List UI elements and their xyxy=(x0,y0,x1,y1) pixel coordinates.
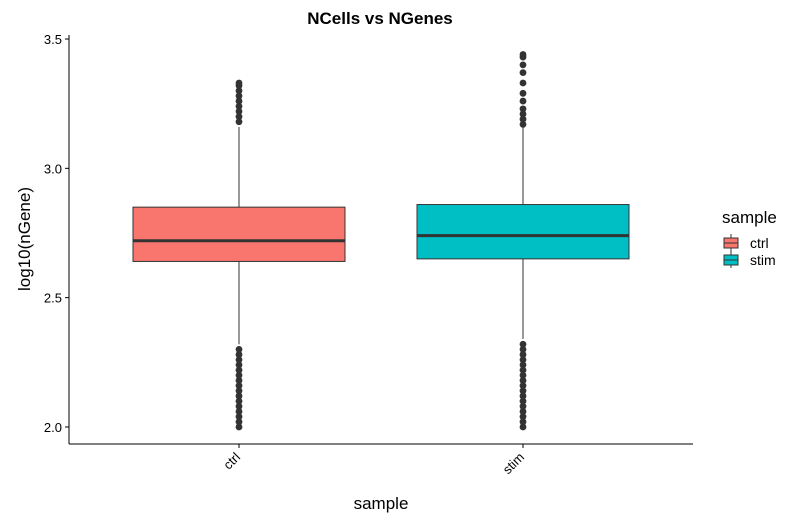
outlier-point xyxy=(519,413,527,421)
outlier-point xyxy=(519,418,527,426)
outlier-point xyxy=(519,120,527,128)
outlier-point xyxy=(235,371,243,379)
outlier-point xyxy=(235,377,243,384)
outlier-point xyxy=(235,387,243,395)
outlier-point xyxy=(235,113,243,120)
box-body xyxy=(416,204,630,260)
outlier-point xyxy=(519,366,527,374)
outlier-point xyxy=(519,402,527,410)
outlier-point xyxy=(235,351,243,358)
outlier-point xyxy=(235,108,243,115)
outlier-point xyxy=(519,387,527,395)
outlier-point xyxy=(519,377,527,384)
outlier-point xyxy=(235,118,243,126)
legend-item-ctrl: ctrl xyxy=(723,234,769,251)
outlier-point xyxy=(235,92,243,100)
outlier-point xyxy=(235,346,243,353)
y-tick-label: 3.5 xyxy=(44,32,62,47)
plot-area xyxy=(132,51,630,431)
y-tick-label: 2.5 xyxy=(44,291,62,306)
legend-item-stim: stim xyxy=(723,251,776,268)
outlier-point xyxy=(519,51,527,58)
outlier-point xyxy=(519,397,527,405)
outlier-point xyxy=(235,361,243,369)
x-axis-label: sample xyxy=(354,494,409,513)
legend-title: sample xyxy=(722,208,777,227)
outlier-point xyxy=(519,110,527,118)
legend-label: ctrl xyxy=(750,235,769,251)
outlier-point xyxy=(235,423,243,431)
chart-title: NCells vs NGenes xyxy=(307,9,453,28)
x-tick-label: stim xyxy=(500,450,527,477)
outlier-point xyxy=(519,382,527,390)
outlier-point xyxy=(519,356,527,364)
outlier-point xyxy=(235,79,243,87)
outlier-point xyxy=(235,97,243,105)
outlier-point xyxy=(235,397,243,405)
outlier-point xyxy=(235,356,243,364)
outlier-point xyxy=(519,89,527,97)
outlier-point xyxy=(235,418,243,426)
outlier-point xyxy=(235,87,243,95)
outlier-point xyxy=(519,423,527,431)
outlier-point xyxy=(519,361,527,369)
outlier-point xyxy=(235,382,243,390)
outlier-point xyxy=(519,61,527,69)
outlier-point xyxy=(235,392,243,400)
box-stim xyxy=(416,51,630,431)
x-axis: ctrl stim xyxy=(69,443,693,477)
outlier-point xyxy=(519,69,527,77)
outlier-point xyxy=(519,392,527,400)
outlier-point xyxy=(235,413,243,421)
x-tick-label: ctrl xyxy=(220,449,243,472)
outlier-point xyxy=(235,402,243,410)
outlier-point xyxy=(235,366,243,374)
outlier-point xyxy=(519,97,527,105)
y-axis-label: log10(nGene) xyxy=(15,187,34,291)
box-body xyxy=(132,206,346,262)
box-ctrl xyxy=(132,79,346,431)
outlier-point xyxy=(519,79,527,87)
y-axis: 2.0 2.5 3.0 3.5 xyxy=(44,32,70,444)
outlier-point xyxy=(519,408,527,415)
y-tick-label: 2.0 xyxy=(44,420,62,435)
outlier-point xyxy=(235,102,243,110)
y-tick-label: 3.0 xyxy=(44,161,62,176)
legend-label: stim xyxy=(750,252,776,268)
outlier-point xyxy=(519,105,527,113)
outlier-point xyxy=(519,371,527,379)
outlier-point xyxy=(235,408,243,415)
outlier-point xyxy=(519,115,527,123)
outlier-point xyxy=(519,346,527,353)
outlier-point xyxy=(519,351,527,358)
outlier-point xyxy=(519,340,527,348)
